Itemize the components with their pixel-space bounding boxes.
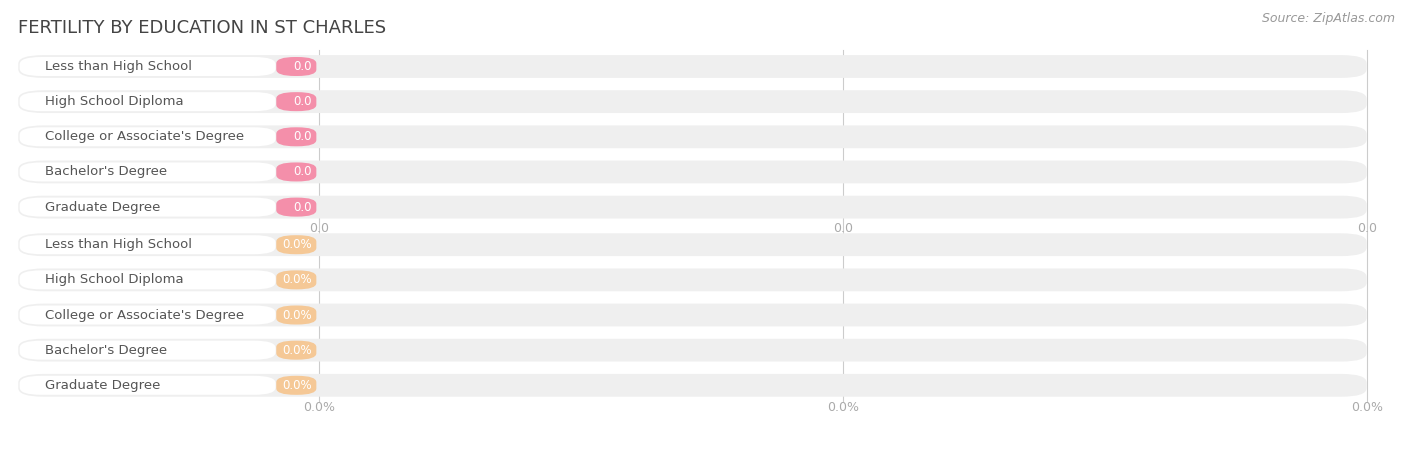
FancyBboxPatch shape	[20, 92, 276, 111]
FancyBboxPatch shape	[18, 304, 1367, 326]
Text: 0.0: 0.0	[294, 165, 312, 179]
FancyBboxPatch shape	[18, 196, 1367, 218]
FancyBboxPatch shape	[18, 339, 1367, 361]
Text: 0.0%: 0.0%	[283, 273, 312, 286]
FancyBboxPatch shape	[18, 55, 1367, 78]
Text: College or Associate's Degree: College or Associate's Degree	[45, 130, 245, 143]
FancyBboxPatch shape	[20, 270, 276, 289]
FancyBboxPatch shape	[276, 198, 316, 217]
FancyBboxPatch shape	[18, 125, 1367, 148]
FancyBboxPatch shape	[20, 305, 276, 324]
FancyBboxPatch shape	[276, 270, 316, 289]
Text: 0.0%: 0.0%	[283, 238, 312, 251]
Text: Graduate Degree: Graduate Degree	[45, 379, 160, 392]
FancyBboxPatch shape	[276, 305, 316, 324]
Text: 0.0%: 0.0%	[827, 400, 859, 414]
FancyBboxPatch shape	[18, 90, 1367, 113]
Text: Less than High School: Less than High School	[45, 238, 193, 251]
FancyBboxPatch shape	[18, 374, 1367, 397]
FancyBboxPatch shape	[18, 233, 1367, 256]
Text: 0.0%: 0.0%	[283, 379, 312, 392]
Text: High School Diploma: High School Diploma	[45, 273, 184, 286]
Text: Less than High School: Less than High School	[45, 60, 193, 73]
Text: College or Associate's Degree: College or Associate's Degree	[45, 308, 245, 322]
FancyBboxPatch shape	[276, 376, 316, 395]
Text: High School Diploma: High School Diploma	[45, 95, 184, 108]
Text: FERTILITY BY EDUCATION IN ST CHARLES: FERTILITY BY EDUCATION IN ST CHARLES	[18, 19, 387, 37]
FancyBboxPatch shape	[276, 57, 316, 76]
Text: Bachelor's Degree: Bachelor's Degree	[45, 165, 167, 179]
FancyBboxPatch shape	[276, 162, 316, 181]
FancyBboxPatch shape	[18, 268, 1367, 291]
Text: 0.0: 0.0	[1357, 222, 1376, 236]
Text: 0.0: 0.0	[832, 222, 853, 236]
Text: 0.0%: 0.0%	[283, 343, 312, 357]
FancyBboxPatch shape	[20, 235, 276, 254]
Text: Bachelor's Degree: Bachelor's Degree	[45, 343, 167, 357]
Text: 0.0%: 0.0%	[304, 400, 335, 414]
Text: 0.0: 0.0	[294, 95, 312, 108]
Text: 0.0: 0.0	[294, 200, 312, 214]
FancyBboxPatch shape	[276, 127, 316, 146]
FancyBboxPatch shape	[276, 92, 316, 111]
FancyBboxPatch shape	[20, 198, 276, 217]
FancyBboxPatch shape	[276, 235, 316, 254]
Text: 0.0: 0.0	[294, 60, 312, 73]
FancyBboxPatch shape	[20, 127, 276, 146]
Text: 0.0: 0.0	[309, 222, 329, 236]
FancyBboxPatch shape	[20, 341, 276, 360]
FancyBboxPatch shape	[18, 161, 1367, 183]
Text: 0.0%: 0.0%	[1351, 400, 1382, 414]
FancyBboxPatch shape	[276, 341, 316, 360]
FancyBboxPatch shape	[20, 376, 276, 395]
Text: 0.0%: 0.0%	[283, 308, 312, 322]
FancyBboxPatch shape	[20, 57, 276, 76]
Text: Graduate Degree: Graduate Degree	[45, 200, 160, 214]
Text: Source: ZipAtlas.com: Source: ZipAtlas.com	[1261, 12, 1395, 25]
FancyBboxPatch shape	[20, 162, 276, 181]
Text: 0.0: 0.0	[294, 130, 312, 143]
